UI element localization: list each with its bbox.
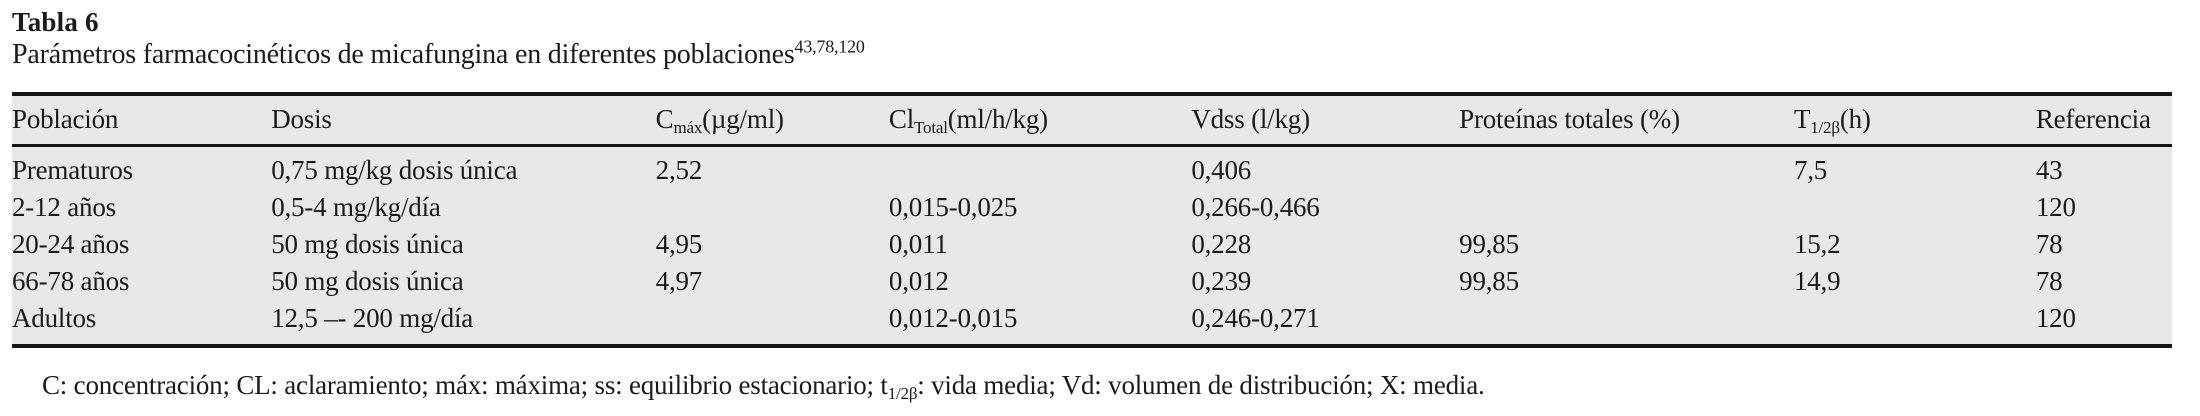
table-cell: 50 mg dosis única <box>271 266 464 296</box>
table-caption: Parámetros farmacocinéticos de micafungi… <box>12 38 2172 72</box>
table-cell <box>1459 146 1794 190</box>
table-cell: 78 <box>2035 266 2063 296</box>
table-cell <box>656 189 889 226</box>
header-subscript: 1/2β <box>1810 118 1840 137</box>
table-cell: 0,012 <box>888 266 949 296</box>
table-cell: 0,246-0,271 <box>1191 303 1320 333</box>
header-text: Cl <box>888 104 915 134</box>
col-header-cl-total: ClTotal(ml/h/kg) <box>888 94 1192 147</box>
table-cell <box>1794 189 2036 226</box>
header-text: Vdss (l/kg) <box>1191 104 1310 134</box>
header-text: Proteínas totales (%) <box>1459 104 1680 134</box>
header-text: (ml/h/kg) <box>947 104 1048 134</box>
table-cell: 0,228 <box>1191 229 1252 259</box>
header-text: Población <box>12 104 119 134</box>
pharmacokinetics-table: Población Dosis Cmáx(µg/ml) ClTotal(ml/h… <box>12 92 2172 348</box>
table-cell: 0,266-0,466 <box>1191 192 1320 222</box>
footnote-subscript: 1/2β <box>887 384 918 403</box>
table-cell: 2,52 <box>655 155 703 185</box>
col-header-proteinas: Proteínas totales (%) <box>1459 94 1794 147</box>
table-row: 2-12 años 0,5-4 mg/kg/día 0,015-0,025 0,266… <box>12 189 2172 226</box>
col-header-cmax: Cmáx(µg/ml) <box>655 94 889 147</box>
caption-reference-superscript: 43,78,120 <box>794 36 865 57</box>
table-row: 20-24 años 50 mg dosis única 4,95 0,011 0,22… <box>12 226 2172 263</box>
table-cell: 0,015-0,025 <box>888 192 1018 222</box>
table-cell: 0,011 <box>888 229 948 259</box>
table-cell: 0,406 <box>1191 155 1252 185</box>
table-cell: 0,239 <box>1191 266 1252 296</box>
table-body: Prematuros 0,75 mg/kg dosis única 2,52 0,40… <box>12 146 2172 347</box>
footnote-text: : vida media; Vd: volumen de distribució… <box>917 370 1485 400</box>
table-header-row: Población Dosis Cmáx(µg/ml) ClTotal(ml/h… <box>12 94 2172 147</box>
header-subscript: Total <box>914 118 948 137</box>
table-cell: 0,012-0,015 <box>888 303 1018 333</box>
table-caption-text: Parámetros farmacocinéticos de micafungi… <box>12 39 795 70</box>
header-text: Dosis <box>271 104 332 134</box>
table-cell: 66-78 años <box>12 266 130 296</box>
table-row: 66-78 años 50 mg dosis única 4,97 0,012 0,23… <box>12 263 2172 300</box>
table-cell: 0,75 mg/kg dosis única <box>271 155 518 185</box>
table-cell <box>1794 300 2036 346</box>
col-header-dosis: Dosis <box>271 94 656 147</box>
table-cell: 7,5 <box>1793 155 1828 185</box>
table-header: Población Dosis Cmáx(µg/ml) ClTotal(ml/h… <box>12 94 2172 147</box>
table-cell: 14,9 <box>1793 266 1841 296</box>
table-row: Prematuros 0,75 mg/kg dosis única 2,52 0,40… <box>12 146 2172 190</box>
table-cell <box>1459 300 1794 346</box>
table-cell: 20-24 años <box>12 229 130 259</box>
table-cell <box>656 300 889 346</box>
col-header-poblacion: Población <box>12 94 272 147</box>
table-cell: 120 <box>2035 303 2076 333</box>
table-cell: 2-12 años <box>12 192 116 222</box>
table-cell: 43 <box>2035 155 2063 185</box>
table-cell: 0,5-4 mg/kg/día <box>271 192 441 222</box>
table-row: Adultos 12,5 –- 200 mg/día 0,012-0,015 0,24… <box>12 300 2172 346</box>
header-text: (µg/ml) <box>702 104 784 134</box>
header-text: Referencia <box>2035 104 2151 134</box>
col-header-vdss: Vdss (l/kg) <box>1191 94 1460 147</box>
header-subscript: máx <box>673 118 703 137</box>
table-cell: Adultos <box>12 303 97 333</box>
table-cell: 12,5 –- 200 mg/día <box>271 303 474 333</box>
col-header-t-half: T1/2β(h) <box>1793 94 2036 147</box>
table-cell: 78 <box>2035 229 2063 259</box>
table-number-heading: Tabla 6 <box>12 7 99 37</box>
footnote-text: C: concentración; CL: aclaramiento; máx:… <box>42 370 888 400</box>
table-cell: 4,95 <box>655 229 703 259</box>
header-text: (h) <box>1839 104 1871 134</box>
table-footnote: C: concentración; CL: aclaramiento; máx:… <box>12 369 2172 402</box>
header-text: T <box>1793 104 1811 134</box>
table-cell: 4,97 <box>655 266 703 296</box>
table-cell: 99,85 <box>1459 229 1519 259</box>
table-cell: 50 mg dosis única <box>271 229 464 259</box>
col-header-referencia: Referencia <box>2035 94 2172 147</box>
header-text: C <box>655 104 674 134</box>
table-cell: 99,85 <box>1459 266 1519 296</box>
table-cell <box>889 146 1191 190</box>
table-cell: Prematuros <box>12 155 133 185</box>
table-cell <box>1459 189 1794 226</box>
table-cell: 120 <box>2035 192 2076 222</box>
table-cell: 15,2 <box>1793 229 1841 259</box>
